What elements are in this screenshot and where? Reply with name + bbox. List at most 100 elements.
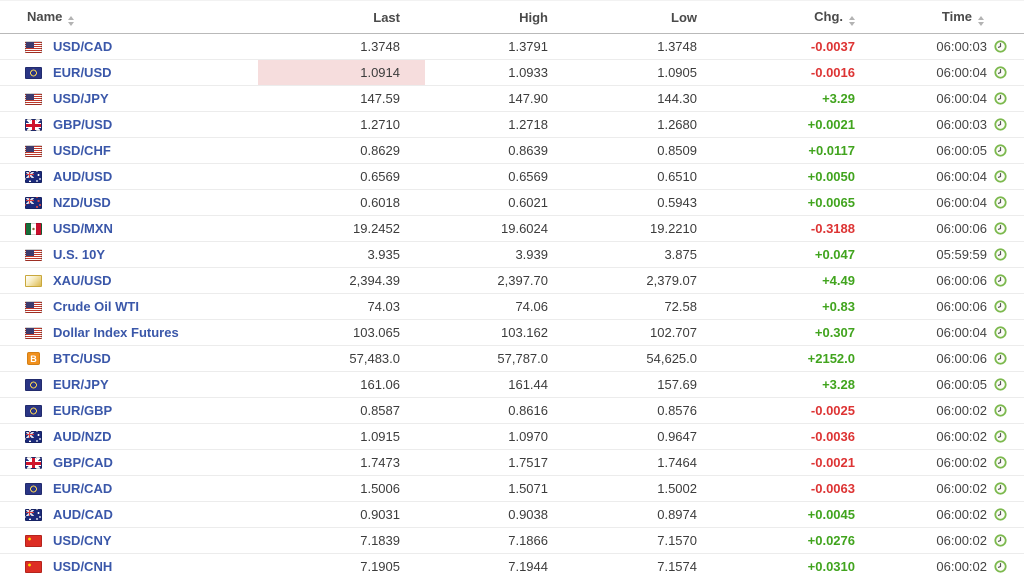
name-cell: GBP/CAD: [0, 449, 258, 476]
last-price-cell: 147.59: [258, 85, 425, 112]
instrument-link[interactable]: EUR/CAD: [53, 481, 113, 496]
time-text: 06:00:06: [936, 299, 987, 314]
high-price-cell: 1.3791: [425, 33, 573, 60]
us-flag-icon: [25, 301, 42, 313]
instrument-link[interactable]: USD/JPY: [53, 91, 109, 106]
quote-row: USD/JPY 147.59 147.90 144.30 +3.29 06:00…: [0, 85, 1024, 112]
clock-icon: [994, 170, 1007, 183]
low-price-cell: 7.1574: [573, 553, 722, 579]
name-cell: USD/CHF: [0, 137, 258, 164]
column-header-change[interactable]: Chg.: [722, 0, 880, 34]
high-price-cell: 3.939: [425, 241, 573, 268]
instrument-link[interactable]: AUD/USD: [53, 169, 113, 184]
instrument-link[interactable]: USD/MXN: [53, 221, 113, 236]
time-cell: 06:00:04: [880, 59, 1024, 86]
quote-row: U.S. 10Y 3.935 3.939 3.875 +0.047 05:59:…: [0, 241, 1024, 268]
low-price-cell: 2,379.07: [573, 267, 722, 294]
clock-icon: [994, 560, 1007, 573]
instrument-link[interactable]: XAU/USD: [53, 273, 112, 288]
instrument-link[interactable]: USD/CNH: [53, 559, 113, 574]
time-cell: 06:00:02: [880, 449, 1024, 476]
time-cell: 06:00:03: [880, 33, 1024, 60]
column-header-name[interactable]: Name: [0, 0, 258, 34]
time-text: 06:00:04: [936, 91, 987, 106]
change-cell: -0.0025: [722, 397, 880, 424]
last-price-cell: 19.2452: [258, 215, 425, 242]
name-cell: Crude Oil WTI: [0, 293, 258, 320]
time-text: 06:00:04: [936, 325, 987, 340]
high-price-cell: 1.2718: [425, 111, 573, 138]
gb-flag-icon: [25, 457, 42, 469]
instrument-link[interactable]: Dollar Index Futures: [53, 325, 179, 340]
change-cell: -0.0037: [722, 33, 880, 60]
last-price-cell: 0.6569: [258, 163, 425, 190]
au-flag-icon: [25, 171, 42, 183]
time-text: 06:00:06: [936, 273, 987, 288]
high-price-cell: 161.44: [425, 371, 573, 398]
instrument-link[interactable]: AUD/NZD: [53, 429, 112, 444]
high-price-cell: 1.7517: [425, 449, 573, 476]
clock-icon: [994, 92, 1007, 105]
time-cell: 06:00:06: [880, 267, 1024, 294]
time-text: 06:00:02: [936, 403, 987, 418]
instrument-link[interactable]: EUR/USD: [53, 65, 112, 80]
change-cell: +0.0310: [722, 553, 880, 579]
time-cell: 06:00:02: [880, 475, 1024, 502]
time-text: 06:00:03: [936, 39, 987, 54]
high-price-cell: 103.162: [425, 319, 573, 346]
last-price-cell: 7.1839: [258, 527, 425, 554]
instrument-link[interactable]: USD/CAD: [53, 39, 113, 54]
time-text: 06:00:02: [936, 481, 987, 496]
instrument-link[interactable]: Crude Oil WTI: [53, 299, 139, 314]
instrument-link[interactable]: GBP/USD: [53, 117, 113, 132]
time-cell: 06:00:05: [880, 371, 1024, 398]
instrument-link[interactable]: EUR/JPY: [53, 377, 109, 392]
quote-row: GBP/CAD 1.7473 1.7517 1.7464 -0.0021 06:…: [0, 449, 1024, 476]
low-price-cell: 54,625.0: [573, 345, 722, 372]
time-cell: 06:00:03: [880, 111, 1024, 138]
time-cell: 06:00:05: [880, 137, 1024, 164]
name-cell: GBP/USD: [0, 111, 258, 138]
last-price-cell: 2,394.39: [258, 267, 425, 294]
column-label: Low: [671, 9, 697, 25]
name-cell: AUD/NZD: [0, 423, 258, 450]
instrument-link[interactable]: BTC/USD: [53, 351, 111, 366]
column-header-time[interactable]: Time: [880, 0, 1024, 34]
cn-flag-icon: [25, 535, 42, 547]
time-text: 06:00:03: [936, 117, 987, 132]
time-text: 06:00:02: [936, 533, 987, 548]
instrument-link[interactable]: AUD/CAD: [53, 507, 113, 522]
low-price-cell: 0.5943: [573, 189, 722, 216]
clock-icon: [994, 300, 1007, 313]
low-price-cell: 72.58: [573, 293, 722, 320]
name-cell: EUR/USD: [0, 59, 258, 86]
quote-row: EUR/GBP 0.8587 0.8616 0.8576 -0.0025 06:…: [0, 397, 1024, 424]
time-cell: 06:00:04: [880, 85, 1024, 112]
change-cell: +0.0050: [722, 163, 880, 190]
time-text: 06:00:04: [936, 195, 987, 210]
high-price-cell: 7.1944: [425, 553, 573, 579]
high-price-cell: 1.0970: [425, 423, 573, 450]
last-price-cell: 57,483.0: [258, 345, 425, 372]
instrument-link[interactable]: GBP/CAD: [53, 455, 113, 470]
name-cell: EUR/CAD: [0, 475, 258, 502]
high-price-cell: 1.5071: [425, 475, 573, 502]
time-cell: 06:00:02: [880, 501, 1024, 528]
name-cell: AUD/USD: [0, 163, 258, 190]
instrument-link[interactable]: EUR/GBP: [53, 403, 113, 418]
high-price-cell: 1.0933: [425, 59, 573, 86]
instrument-link[interactable]: USD/CNY: [53, 533, 112, 548]
high-price-cell: 0.8616: [425, 397, 573, 424]
gold-flag-icon: [25, 275, 42, 287]
instrument-link[interactable]: NZD/USD: [53, 195, 111, 210]
quote-row: Crude Oil WTI 74.03 74.06 72.58 +0.83 06…: [0, 293, 1024, 320]
last-price-cell: 1.7473: [258, 449, 425, 476]
change-cell: -0.0036: [722, 423, 880, 450]
clock-icon: [994, 326, 1007, 339]
instrument-link[interactable]: USD/CHF: [53, 143, 111, 158]
clock-icon: [994, 40, 1007, 53]
instrument-link[interactable]: U.S. 10Y: [53, 247, 106, 262]
change-cell: -0.0016: [722, 59, 880, 86]
sort-icon: [68, 15, 75, 26]
